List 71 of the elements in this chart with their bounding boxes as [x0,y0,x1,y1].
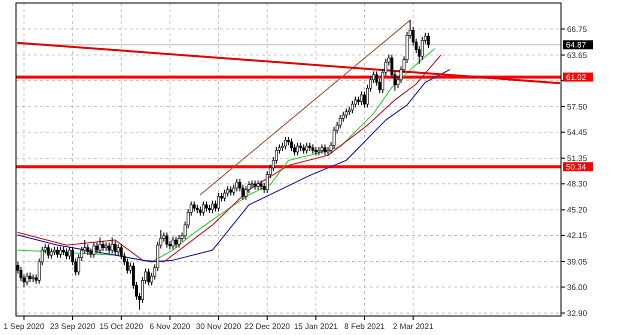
candlestick [172,236,174,250]
y-tick-label: 54.45 [567,128,588,138]
x-tick-label: 2 Mar 2021 [392,322,434,331]
candlestick [260,180,263,190]
x-tick-label: 1 Sep 2020 [4,322,45,331]
candlestick [214,200,217,212]
candlestick [302,144,306,154]
x-tick-label: 6 Nov 2020 [149,322,191,331]
candlestick [108,242,111,254]
candlestick [102,240,104,252]
x-tick-label: 8 Feb 2021 [344,322,386,331]
candlestick [147,268,150,286]
candlestick [254,180,256,190]
candlestick [360,91,363,106]
candlestick [363,91,366,108]
candlestick [110,237,114,254]
y-tick-label: 45.20 [567,206,588,215]
candlestick [320,144,324,154]
candlestick [174,236,178,248]
x-tick-label: 23 Sep 2020 [50,322,96,331]
candlestick [311,144,314,154]
candlestick [350,100,354,114]
y-tick-label: 42.15 [567,231,588,240]
candlestick [198,206,202,216]
candlestick [192,200,196,212]
candlestick [92,242,96,258]
candlestick [244,186,248,200]
candlestick [284,136,287,150]
y-tick-label: 66.75 [567,24,588,34]
y-tick-label: 63.65 [567,50,588,60]
candlestick [217,192,220,212]
candlestick [290,138,293,152]
candlestick [202,200,205,216]
y-tick-label: 57.50 [567,102,588,112]
candlestick [86,244,90,256]
candlestick [65,248,68,260]
ref-line-label: 64.87 [566,40,587,50]
candlestick [235,178,238,192]
candlestick [28,272,32,283]
candlestick [204,200,208,212]
candlestick [426,32,430,48]
y-tick-label: 39.05 [567,257,588,266]
ref-line-label: 50.34 [566,162,587,172]
candlestick [50,248,53,260]
candlestick [89,248,92,258]
y-tick-label: 51.35 [567,154,588,164]
y-tick-label: 36.00 [567,282,588,292]
candlestick [165,232,168,248]
y-tick-label: 48.30 [567,180,588,189]
candlestick [223,189,226,202]
candlestick [59,246,62,258]
candlestick [114,240,117,256]
candlestick [324,144,326,156]
candlestick [211,200,214,214]
candlestick [98,237,102,254]
candlestick [305,142,308,154]
candlestick [26,272,28,286]
candlestick [296,142,300,156]
candlestick [46,244,50,260]
ref-line-label: 61.02 [566,72,587,82]
x-tick-label: 30 Nov 2020 [196,322,242,331]
candlestick [96,242,98,254]
candlestick [178,234,180,248]
candlestick [344,108,348,119]
x-tick-label: 15 Oct 2020 [99,322,144,331]
x-tick-label: 22 Dec 2020 [244,322,290,331]
y-tick-label: 32.90 [567,308,588,318]
x-tick-label: 15 Jan 2021 [294,322,338,331]
candlestick [68,246,72,260]
candlestick [256,180,260,190]
candlestick [56,246,59,258]
